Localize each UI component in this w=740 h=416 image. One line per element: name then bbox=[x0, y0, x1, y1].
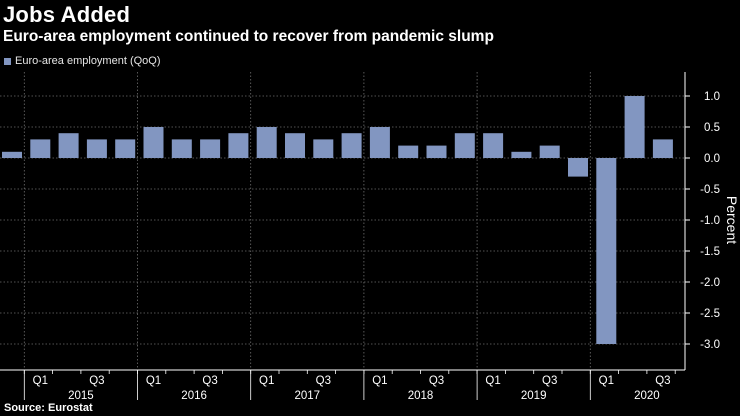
x-quarter-label: Q3 bbox=[429, 375, 444, 387]
y-tick-label: -1.0 bbox=[700, 215, 720, 227]
y-tick-label: -2.0 bbox=[700, 277, 720, 289]
y-tick-label: -0.5 bbox=[700, 184, 720, 196]
chart-title: Jobs Added bbox=[3, 2, 131, 27]
bar bbox=[171, 139, 192, 158]
bar bbox=[30, 139, 51, 158]
bar bbox=[511, 151, 532, 158]
x-year-label: 2017 bbox=[295, 390, 321, 402]
bar bbox=[115, 139, 136, 158]
legend-swatch bbox=[4, 57, 11, 65]
bar bbox=[624, 96, 645, 158]
x-quarter-label: Q3 bbox=[316, 375, 331, 387]
bar bbox=[313, 139, 334, 158]
x-quarter-label: Q3 bbox=[202, 375, 217, 387]
legend: Euro-area employment (QoQ) bbox=[4, 55, 161, 67]
x-year-label: 2015 bbox=[68, 390, 94, 402]
bar bbox=[58, 133, 79, 158]
bar bbox=[2, 151, 22, 158]
bar bbox=[285, 133, 305, 158]
y-tick-label: -1.5 bbox=[700, 246, 720, 258]
x-quarter-label: Q1 bbox=[372, 375, 387, 387]
bar bbox=[596, 158, 617, 344]
bar bbox=[256, 127, 277, 158]
bar bbox=[143, 127, 164, 158]
y-tick-label: -2.5 bbox=[700, 308, 720, 320]
x-year-label: 2016 bbox=[181, 390, 207, 402]
x-quarter-label: Q1 bbox=[33, 375, 48, 387]
y-tick-label: 0.5 bbox=[704, 122, 720, 134]
bar bbox=[200, 139, 221, 158]
bar bbox=[86, 139, 107, 158]
bar bbox=[426, 145, 447, 158]
x-quarter-label: Q1 bbox=[485, 375, 500, 387]
chart-subtitle: Euro-area employment continued to recove… bbox=[3, 28, 494, 45]
y-tick-label: 0.0 bbox=[704, 153, 720, 165]
x-year-label: 2018 bbox=[408, 390, 434, 402]
x-quarter-label: Q3 bbox=[89, 375, 104, 387]
x-year-label: 2020 bbox=[634, 390, 660, 402]
y-tick-label: 1.0 bbox=[704, 91, 720, 103]
y-tick-label: -3.0 bbox=[700, 339, 720, 351]
source-note: Source: Eurostat bbox=[4, 402, 93, 414]
x-quarter-label: Q1 bbox=[599, 375, 614, 387]
legend-label: Euro-area employment (QoQ) bbox=[15, 55, 161, 67]
bar bbox=[568, 158, 588, 177]
bar bbox=[454, 133, 475, 158]
bar bbox=[341, 133, 362, 158]
bar bbox=[369, 127, 390, 158]
x-quarter-label: Q3 bbox=[655, 375, 670, 387]
bar bbox=[483, 133, 504, 158]
x-quarter-label: Q1 bbox=[146, 375, 161, 387]
x-year-label: 2019 bbox=[521, 390, 547, 402]
y-axis-title: Percent bbox=[724, 196, 740, 244]
bar bbox=[539, 145, 560, 158]
x-quarter-label: Q3 bbox=[542, 375, 557, 387]
bar bbox=[398, 145, 419, 158]
x-quarter-label: Q1 bbox=[259, 375, 274, 387]
bar bbox=[652, 139, 673, 158]
bar bbox=[228, 133, 249, 158]
